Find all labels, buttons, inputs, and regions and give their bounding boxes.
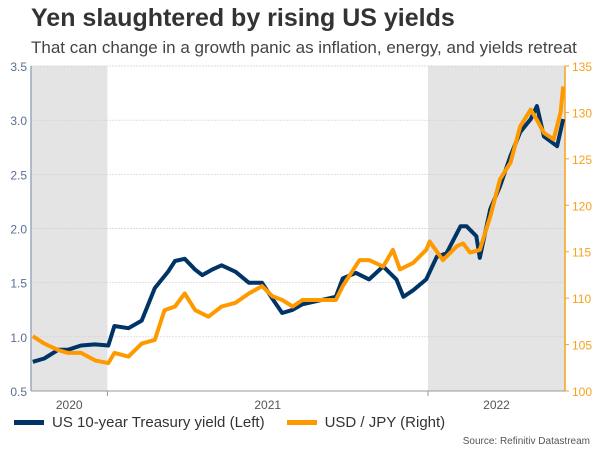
right-tick-label: 130 xyxy=(572,106,592,120)
legend-item-treasury: US 10-year Treasury yield (Left) xyxy=(14,414,265,431)
usdjpy-line xyxy=(31,86,566,366)
right-tick-label: 105 xyxy=(572,339,592,353)
right-tick-label: 110 xyxy=(572,292,591,306)
source-note: Source: Refinitiv Datastream xyxy=(462,436,590,447)
x-tick-label: 2022 xyxy=(483,398,510,412)
left-tick-label: 1.5 xyxy=(10,277,27,291)
chart-subtitle: That can change in a growth panic as inf… xyxy=(31,38,577,57)
left-tick-label: 2.5 xyxy=(10,168,27,182)
right-tick-label: 115 xyxy=(572,246,591,260)
chart-title: Yen slaughtered by rising US yields xyxy=(31,4,455,32)
x-tick-label: 2021 xyxy=(254,398,281,412)
right-tick-label: 120 xyxy=(572,199,592,213)
right-tick-label: 135 xyxy=(572,60,592,74)
legend: US 10-year Treasury yield (Left) USD / J… xyxy=(14,414,445,431)
left-tick-label: 3.5 xyxy=(10,60,27,74)
legend-swatch-treasury xyxy=(14,420,44,425)
x-tick-label: 2020 xyxy=(56,398,83,412)
left-tick-label: 2.0 xyxy=(10,223,27,237)
legend-label-treasury: US 10-year Treasury yield (Left) xyxy=(52,414,265,431)
legend-label-usdjpy: USD / JPY (Right) xyxy=(324,414,446,431)
right-tick-label: 125 xyxy=(572,153,592,167)
legend-item-usdjpy: USD / JPY (Right) xyxy=(286,414,446,431)
legend-swatch-usdjpy xyxy=(286,420,317,425)
left-tick-label: 3.0 xyxy=(10,114,27,128)
left-tick-label: 1.0 xyxy=(10,331,27,345)
right-tick-label: 100 xyxy=(572,385,592,399)
left-tick-label: 0.5 xyxy=(10,385,27,399)
